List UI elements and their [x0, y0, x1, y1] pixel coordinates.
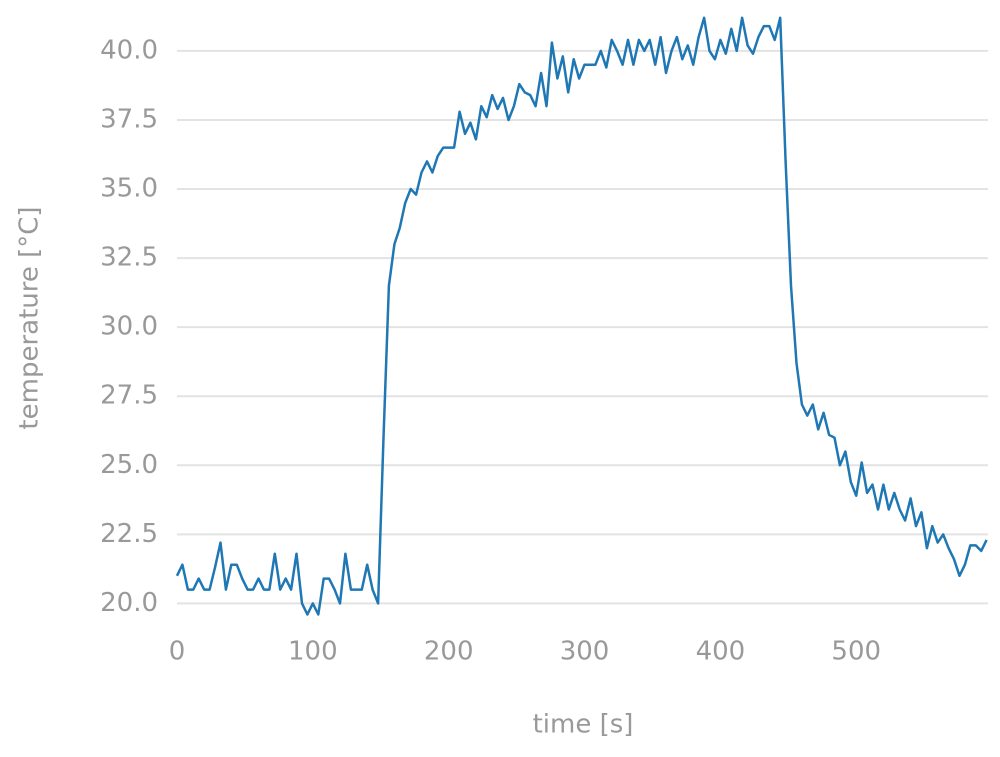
x-tick-label: 300	[560, 637, 610, 667]
y-tick-label: 30.0	[100, 312, 158, 342]
x-tick-label: 500	[831, 637, 881, 667]
x-tick-label: 200	[424, 637, 474, 667]
x-tick-label: 100	[288, 637, 338, 667]
y-axis-label: temperature [°C]	[15, 206, 45, 429]
y-tick-label: 22.5	[100, 519, 158, 549]
x-axis-label: time [s]	[533, 710, 634, 740]
y-tick-label: 37.5	[100, 104, 158, 134]
line	[175, 16, 988, 616]
x-tick-label: 400	[696, 637, 746, 667]
y-tick-label: 35.0	[100, 174, 158, 204]
y-tick-label: 27.5	[100, 381, 158, 411]
y-tick-label: 32.5	[100, 243, 158, 273]
x-tick-label: 0	[169, 637, 186, 667]
y-tick-label: 40.0	[100, 35, 158, 65]
y-tick-label: 25.0	[100, 450, 158, 480]
y-tick-label: 20.0	[100, 588, 158, 618]
